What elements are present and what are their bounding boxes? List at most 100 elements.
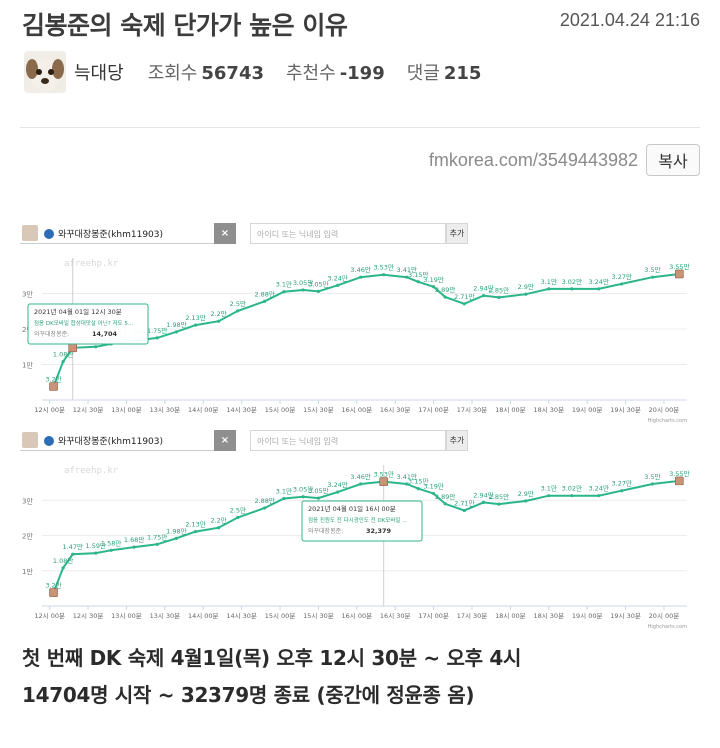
data-point	[132, 545, 136, 549]
data-point	[94, 551, 98, 555]
data-label: 1.98만	[166, 526, 186, 535]
streamer-name: 와꾸대장봉준(khm11903)	[58, 437, 164, 447]
broadcast-thumbnail-marker	[68, 343, 78, 353]
x-tick-label: 18시 00분	[495, 612, 526, 620]
comments-label: 댓글	[406, 63, 440, 84]
embedded-chart-1: 와꾸대장봉준(khm11903) × 아이디 또는 닉네임 입력 추가 1만 2만…	[18, 222, 701, 424]
data-label: 2.71만	[454, 292, 474, 301]
data-point	[547, 287, 551, 291]
data-label: 1.08만	[53, 350, 73, 359]
data-point	[336, 283, 340, 287]
x-tick-label: 12시 30분	[73, 406, 104, 414]
y-tick-label: 2만	[22, 532, 33, 541]
y-tick-label: 3만	[22, 496, 33, 505]
tooltip-description: 점옹 진원도 전 다시광인도 전 DK모바일 ...	[308, 516, 408, 524]
data-point	[597, 287, 601, 291]
data-point	[620, 282, 624, 286]
data-point	[61, 360, 65, 364]
streamer-search-input[interactable]: 아이디 또는 닉네임 입력	[250, 223, 446, 244]
data-point	[71, 552, 75, 556]
data-point	[481, 294, 486, 298]
data-label: 2.94만	[473, 284, 493, 293]
comments-stat[interactable]: 댓글 215	[407, 59, 482, 85]
data-label: 3.02만	[562, 277, 582, 286]
chart-controls: 와꾸대장봉준(khm11903) × 아이디 또는 닉네임 입력 추가	[18, 222, 701, 246]
data-point	[174, 330, 178, 334]
broadcast-thumbnail-marker	[675, 269, 684, 279]
broadcast-thumbnail-marker	[675, 476, 684, 486]
data-label: 3.55만	[669, 262, 689, 271]
data-point	[174, 536, 178, 540]
data-label: 3.05만	[308, 279, 328, 288]
data-point	[524, 499, 528, 503]
data-label: 1.58만	[101, 538, 121, 547]
data-label: 3.2만	[45, 581, 61, 590]
y-tick-label: 1만	[22, 361, 33, 370]
post-url[interactable]: fmkorea.com/3549443982	[428, 149, 638, 170]
remove-streamer-button[interactable]: ×	[214, 223, 236, 244]
broadcast-thumbnail-marker	[379, 477, 388, 486]
remove-streamer-button[interactable]: ×	[214, 430, 236, 451]
data-point	[443, 295, 447, 299]
recommend-stat: 추천수 -199	[286, 59, 385, 85]
data-point	[462, 302, 466, 306]
data-point	[405, 482, 409, 486]
data-point	[570, 287, 574, 291]
data-point	[282, 496, 286, 501]
data-label: 3.41만	[397, 265, 417, 274]
chart-credits: Highcharts.com	[648, 624, 687, 630]
author-name[interactable]: 늑대당	[74, 63, 124, 84]
data-point	[282, 290, 286, 294]
x-tick-label: 13시 00분	[111, 612, 142, 620]
data-label: 3.55만	[669, 469, 689, 478]
post-date: 2021.04.24 21:16	[559, 10, 700, 30]
data-point	[650, 275, 655, 279]
streamer-chip	[20, 430, 214, 451]
add-streamer-button[interactable]: 추가	[446, 430, 468, 451]
data-label: 1.59만	[86, 541, 106, 550]
add-streamer-button[interactable]: 추가	[446, 223, 468, 244]
data-label: 3.05만	[293, 278, 313, 287]
data-label: 3.5만	[644, 472, 660, 481]
x-tick-label: 18시 30분	[533, 406, 564, 414]
data-point	[155, 336, 159, 340]
viewer-series-line	[52, 479, 680, 593]
data-label: 3.05만	[308, 486, 328, 495]
x-tick-label: 19시 00분	[572, 612, 603, 620]
data-label: 3.05만	[293, 485, 313, 494]
data-label: 2.2만	[210, 309, 226, 318]
data-point	[405, 275, 409, 279]
data-label: 3.19만	[423, 275, 443, 284]
url-row: fmkorea.com/3549443982 복사	[429, 144, 700, 176]
data-label: 3.53만	[373, 470, 393, 479]
data-label: 3.15만	[408, 477, 428, 486]
data-label: 3.24만	[588, 277, 608, 286]
data-point	[193, 323, 198, 327]
data-label: 3.24만	[327, 480, 347, 489]
author-avatar[interactable]	[24, 51, 66, 93]
tooltip-metric-value: 32,379	[366, 527, 392, 535]
streamer-search-input[interactable]: 아이디 또는 닉네임 입력	[250, 430, 446, 451]
data-point	[524, 292, 528, 296]
data-point	[443, 502, 447, 506]
data-point	[336, 490, 340, 494]
data-point	[94, 345, 98, 349]
data-point	[61, 566, 65, 570]
data-point	[650, 482, 655, 486]
tooltip-title: 2021년 04월 01일 16시 00분	[308, 504, 396, 513]
tooltip-box	[27, 303, 149, 345]
data-label: 3.5만	[644, 265, 660, 274]
copy-button[interactable]: 복사	[646, 144, 700, 176]
x-tick-label: 14시 30분	[226, 406, 257, 414]
data-label: 2.5만	[230, 506, 246, 515]
data-label: 2.71만	[454, 498, 474, 507]
x-tick-label: 18시 30분	[533, 612, 564, 620]
data-point	[382, 273, 386, 277]
data-point	[316, 496, 321, 500]
y-tick-label: 3만	[22, 290, 33, 299]
x-tick-label: 19시 00분	[572, 406, 603, 414]
caption-line-1: 첫 번째 DK 숙제 4월1일(목) 오후 12시 30분 ~ 오후 4시	[22, 646, 522, 670]
x-tick-label: 12시 00분	[34, 406, 65, 414]
data-point	[316, 289, 321, 293]
